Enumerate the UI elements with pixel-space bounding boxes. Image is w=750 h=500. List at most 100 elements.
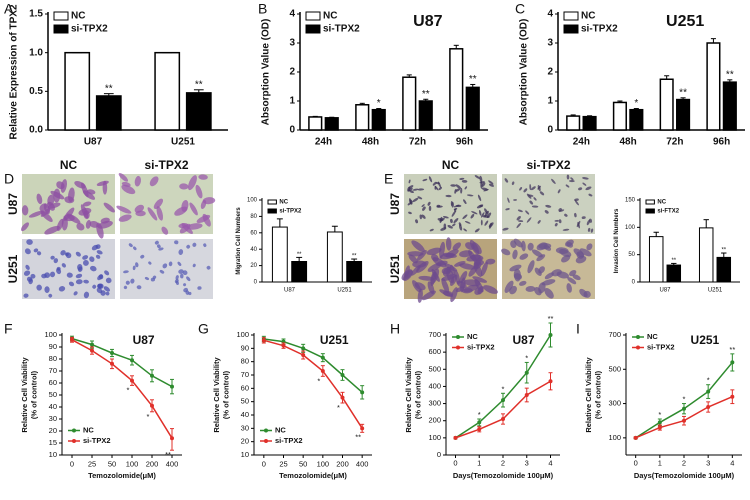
y-tick-label: 100 [625, 225, 636, 231]
x-tick-label: 1 [658, 458, 662, 467]
point [524, 393, 529, 397]
point [360, 426, 365, 431]
legend-swatch [305, 11, 321, 21]
cell [451, 201, 454, 208]
cell [564, 213, 568, 217]
bar [676, 98, 691, 131]
cell [454, 260, 466, 267]
cell [504, 178, 509, 183]
cell [157, 244, 161, 249]
point [70, 337, 74, 342]
cell [75, 273, 83, 279]
y-axis-label: Absorption Value (OD) [261, 19, 272, 126]
panel-letter: E [384, 171, 393, 187]
significance: ** [355, 432, 361, 441]
cell [178, 269, 184, 274]
cell [562, 228, 570, 231]
cell [128, 243, 133, 248]
significance: ** [548, 314, 554, 323]
cell [551, 269, 562, 277]
point [340, 373, 345, 377]
y-tick-label: 0 [289, 125, 295, 136]
y-tick-label: 200 [428, 416, 441, 425]
panel-letter: C [515, 1, 525, 17]
cell [415, 219, 419, 224]
cell [544, 210, 549, 214]
bar [449, 48, 464, 131]
cell [569, 270, 577, 277]
cell [463, 199, 467, 205]
cell [486, 212, 492, 218]
y-tick-label: 3 [289, 38, 295, 49]
y-tick-label: 30 [241, 423, 249, 432]
cell [437, 181, 442, 188]
bar [722, 81, 737, 131]
panel-letter: B [258, 1, 267, 17]
cell [482, 215, 487, 218]
cell [450, 218, 453, 224]
y-tick-label: 2 [547, 67, 553, 78]
bar [95, 95, 122, 131]
bar [371, 108, 386, 131]
bar [326, 231, 343, 283]
x-tick-label: 400 [166, 459, 179, 468]
cell [453, 204, 460, 208]
bar [465, 86, 480, 131]
significance: ** [352, 254, 357, 260]
point [548, 333, 553, 337]
y-tick-label: 2 [289, 67, 295, 78]
x-tick-label: 25 [279, 459, 287, 468]
cell [586, 243, 593, 251]
x-tick-label: U251 [708, 288, 723, 294]
cell [158, 247, 164, 251]
cell [537, 220, 541, 224]
cell [97, 283, 103, 289]
bar [308, 116, 323, 131]
cell [203, 243, 207, 248]
significance: * [337, 403, 340, 412]
bar [154, 51, 181, 131]
cell [507, 197, 510, 203]
bar [355, 104, 370, 131]
cell [529, 200, 534, 205]
cell [485, 258, 496, 265]
significance: ** [679, 87, 687, 98]
cell [149, 176, 159, 187]
cell [426, 247, 442, 255]
cell [439, 216, 443, 224]
significance: ** [297, 252, 302, 258]
cell [89, 256, 95, 262]
point [706, 389, 711, 394]
cell [134, 175, 142, 187]
cell [455, 286, 465, 293]
cell [465, 242, 475, 250]
y-tick-label: 150 [625, 198, 636, 204]
significance: ** [729, 345, 735, 354]
x-tick-label: 3 [525, 458, 529, 467]
point [730, 360, 735, 365]
cell [439, 289, 454, 297]
cell [182, 270, 188, 276]
cell [519, 253, 529, 260]
cell [481, 182, 486, 187]
cell [544, 288, 554, 299]
y-axis-label: Relative Cell Viability [20, 357, 29, 433]
cell [181, 199, 189, 212]
cell [185, 290, 190, 295]
y-tick-label: 40 [241, 410, 249, 419]
cell [30, 273, 36, 279]
cell [20, 222, 30, 232]
cell [403, 270, 414, 282]
cell [530, 186, 536, 191]
bar [629, 108, 644, 131]
y-tick-label: 300 [428, 399, 441, 408]
cell [531, 205, 539, 208]
cell [174, 278, 179, 284]
cell [416, 260, 429, 273]
significance: ** [105, 83, 113, 94]
cell [513, 273, 523, 280]
cell [536, 242, 548, 251]
point [150, 403, 154, 408]
y-tick-label: 100 [236, 330, 249, 339]
